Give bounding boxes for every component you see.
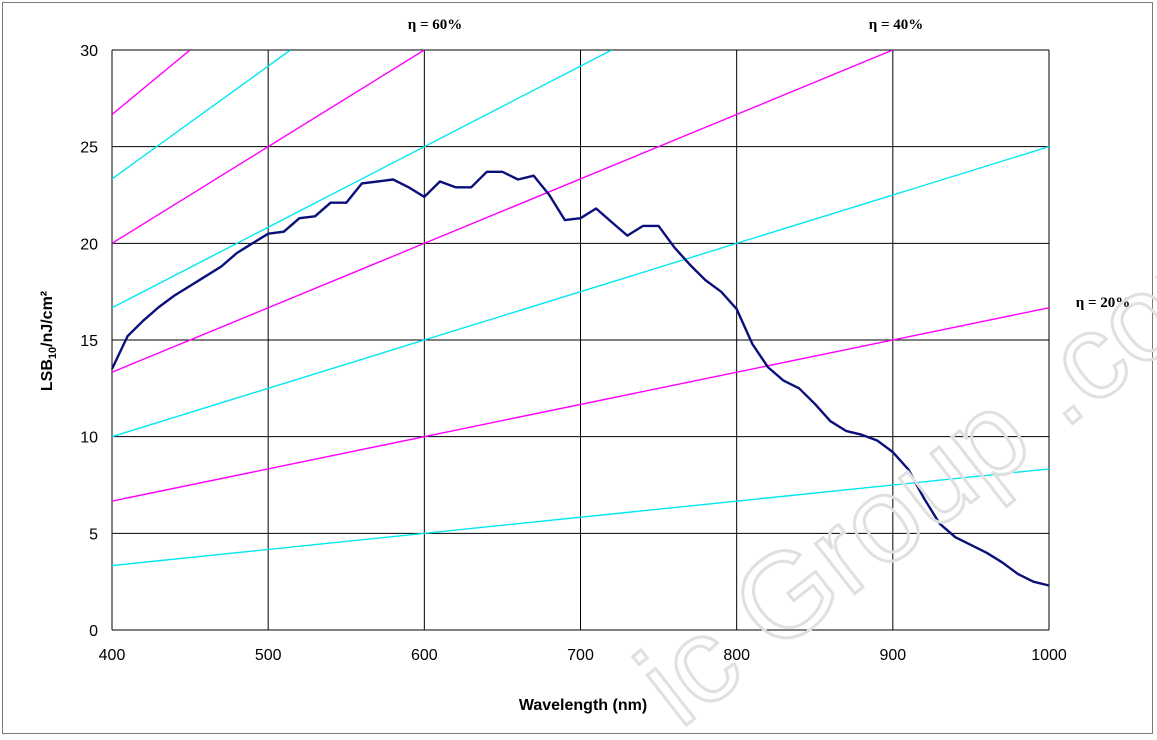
y-tick-label: 25: [80, 140, 98, 157]
y-tick-label: 10: [80, 430, 98, 447]
x-tick-label: 900: [879, 647, 906, 664]
y-axis-title-sub: 10: [47, 347, 59, 359]
cyan-reference-line: [112, 468, 1049, 567]
cyan-reference-line: [112, 50, 613, 309]
series-layer: [110, 170, 1050, 587]
cyan-reference-line: [112, 145, 1049, 438]
eta-60-annotation: η = 60%: [408, 17, 463, 33]
y-axis-title: LSB10/nJ/cm²: [39, 291, 59, 391]
x-tick-label: 600: [411, 647, 438, 664]
reference-lines: [112, 50, 1049, 567]
x-tick-label: 1000: [1031, 647, 1067, 664]
magenta-reference-line: [112, 50, 191, 115]
eta-20-annotation: η = 20%: [1076, 295, 1131, 311]
y-tick-label: 30: [80, 43, 98, 60]
cyan-reference-line: [112, 50, 291, 180]
tick-labels: 400 500 600 700 800 900 1000 0 5 10 15 20 25 30: [80, 43, 1067, 664]
magenta-reference-line: [112, 50, 425, 244]
sensor-response-line: [110, 170, 1050, 587]
magenta-reference-line: [112, 50, 894, 373]
y-tick-label: 0: [89, 623, 98, 640]
y-axis-title-rest: /nJ/cm²: [39, 291, 56, 347]
magenta-reference-line: [112, 307, 1049, 502]
x-tick-label: 500: [255, 647, 282, 664]
y-tick-label: 15: [80, 333, 98, 350]
x-tick-label: 700: [567, 647, 594, 664]
y-tick-label: 5: [89, 526, 98, 543]
x-axis-title: Wavelength (nm): [519, 697, 647, 714]
y-tick-label: 20: [80, 236, 98, 253]
y-axis-title-main: LSB: [39, 359, 56, 391]
x-tick-label: 400: [99, 647, 126, 664]
x-tick-label: 800: [723, 647, 750, 664]
eta-40-annotation: η = 40%: [869, 17, 924, 33]
